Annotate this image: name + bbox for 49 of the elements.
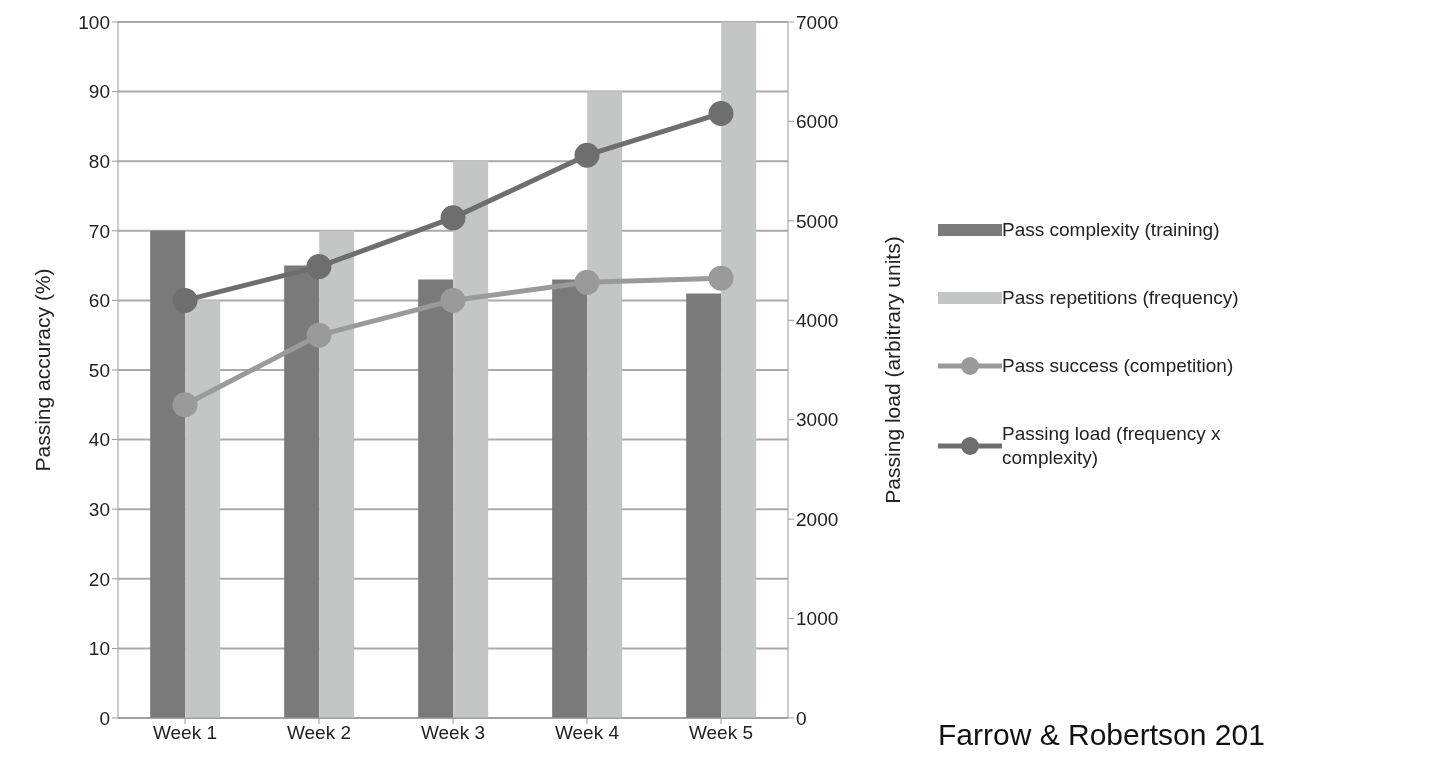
x-tick-label: Week 2 [286, 722, 352, 744]
y-tick-label: 30 [88, 498, 110, 520]
bar [185, 300, 221, 718]
x-tick-label: Week 1 [152, 722, 218, 744]
point [574, 142, 600, 168]
y-tick-label: 10 [88, 638, 110, 660]
y-tick-label: 50 [88, 359, 110, 381]
bar [721, 22, 757, 718]
y2-axis-title: Passing load (arbitrary units) [881, 236, 905, 504]
point [306, 254, 332, 280]
y2-tick-label: 6000 [796, 111, 839, 133]
point [708, 265, 734, 291]
y2-tick-label: 5000 [796, 210, 839, 232]
point [440, 205, 466, 231]
legend-label: Pass complexity (training) [1002, 218, 1221, 242]
point [172, 287, 198, 313]
bar [453, 161, 489, 718]
point [440, 287, 466, 313]
bar [418, 279, 454, 718]
y-tick-label: 60 [88, 290, 110, 312]
text: Farrow & Robertson 201 [938, 718, 1265, 752]
x-tick-label: Week 4 [554, 722, 620, 744]
bar [587, 91, 623, 718]
y-tick-label: 100 [78, 11, 110, 33]
y-tick-label: 40 [88, 429, 110, 451]
y-tick-label: 20 [88, 568, 110, 590]
y-axis-title: Passing accuracy (%) [31, 268, 55, 472]
point [306, 322, 332, 348]
y-tick-label: 70 [88, 220, 110, 242]
legend-label: Pass repetitions (frequency) [1002, 286, 1240, 310]
y2-tick-label: 1000 [796, 608, 839, 630]
legend-label: Pass success (competition) [1002, 354, 1235, 378]
y2-tick-label: 7000 [796, 11, 839, 33]
bar [686, 293, 722, 718]
point [708, 100, 734, 126]
x-tick-label: Week 3 [420, 722, 486, 744]
y2-tick-label: 3000 [796, 409, 839, 431]
y2-tick-label: 4000 [796, 310, 839, 332]
point [172, 392, 198, 418]
y2-tick-label: 0 [796, 707, 807, 729]
point [574, 269, 600, 295]
y-tick-label: 0 [99, 707, 110, 729]
bar [552, 279, 588, 718]
y2-tick-label: 2000 [796, 508, 839, 530]
y-tick-label: 90 [88, 81, 110, 103]
x-tick-label: Week 5 [688, 722, 754, 744]
y-tick-label: 80 [88, 150, 110, 172]
bar [319, 230, 355, 718]
legend-label: Passing load (frequency x complexity) [1002, 422, 1222, 470]
